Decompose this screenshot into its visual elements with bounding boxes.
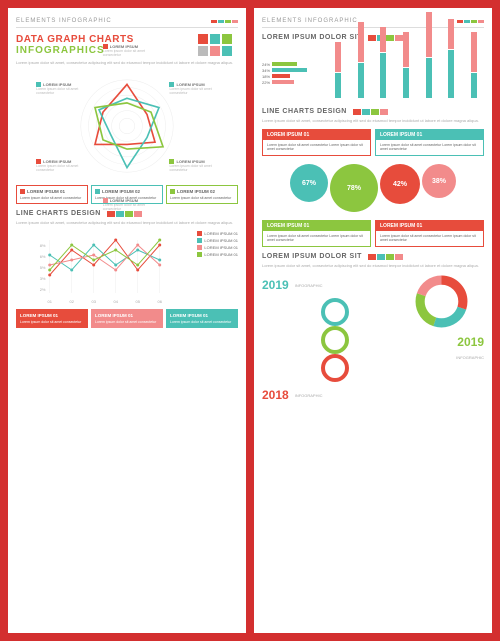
cards-row: LOREM IPSUM 01Lorem ipsum dolor sit amet… [16, 309, 238, 328]
left-page: ELEMENTS INFOGRAPHIC DATA GRAPH CHARTS I… [8, 8, 246, 633]
section2-text: LOREM IPSUM DOLOR SIT [262, 253, 362, 260]
year-row: 2019 INFOGRAPHIC [414, 335, 484, 360]
year-row: 2018 INFOGRAPHIC [262, 388, 408, 402]
header-text: ELEMENTS INFOGRAPHIC [262, 18, 358, 24]
svg-text:6%: 6% [40, 254, 46, 259]
right-page: ELEMENTS INFOGRAPHIC LOREM IPSUM DOLOR S… [254, 8, 492, 633]
bar-chart [328, 48, 484, 98]
hbar-group: 24%34%18%22% [262, 61, 322, 86]
header-left: ELEMENTS INFOGRAPHIC [16, 18, 238, 28]
line-lorem: Lorem ipsum dolor sit amet, consectetur … [16, 220, 238, 225]
donut-chart [414, 274, 469, 329]
lorem: Lorem ipsum dolor sit amet, consectetur … [262, 263, 484, 268]
title-bars [353, 109, 388, 115]
gears-group: 67%78%42%38% [262, 164, 484, 212]
year-row: 2019 INFOGRAPHIC [262, 278, 408, 292]
line-title-text: LINE CHARTS DESIGN [262, 108, 347, 115]
line-section-title-r: LINE CHARTS DESIGN [262, 108, 484, 115]
section1-text: LOREM IPSUM DOLOR SIT [262, 34, 362, 41]
line-chart: 01 02 03 04 05 06 8% 6% 5% 3% 2% [16, 235, 193, 305]
svg-text:8%: 8% [40, 243, 46, 248]
year-label: INFOGRAPHIC [295, 283, 323, 288]
svg-text:3%: 3% [40, 276, 46, 281]
line-section-title: LINE CHARTS DESIGN [16, 210, 238, 217]
radar-chart: LOREM IPSUMLorem ipsum dolor sit amet co… [72, 71, 182, 181]
line-legend: LOREM IPSUM 01LOREM IPSUM 01LOREM IPSUM … [197, 231, 238, 309]
title-bars [368, 254, 403, 260]
gear-boxes: LOREM IPSUM 01Lorem ipsum dolor sit amet… [262, 220, 484, 247]
svg-text:2%: 2% [40, 287, 46, 292]
svg-text:05: 05 [135, 299, 140, 304]
timeline [262, 298, 408, 382]
header-bars [211, 20, 238, 23]
side-boxes: LOREM IPSUM 01Lorem ipsum dolor sit amet… [262, 129, 484, 156]
svg-text:03: 03 [91, 299, 96, 304]
year-label: INFOGRAPHIC [295, 393, 323, 398]
year-2019: 2019 [262, 278, 289, 292]
header-text: ELEMENTS INFOGRAPHIC [16, 18, 112, 24]
svg-text:5%: 5% [40, 265, 46, 270]
svg-text:02: 02 [69, 299, 74, 304]
section2-title: LOREM IPSUM DOLOR SIT [262, 253, 484, 260]
line-title-text: LINE CHARTS DESIGN [16, 210, 101, 217]
color-swatches [198, 34, 238, 56]
lorem: Lorem ipsum dolor sit amet, consectetur … [262, 118, 484, 123]
svg-text:04: 04 [113, 299, 118, 304]
year-2018: 2018 [262, 388, 289, 402]
svg-text:06: 06 [157, 299, 162, 304]
intro-lorem: Lorem ipsum dolor sit amet, consectetur … [16, 60, 238, 65]
svg-text:01: 01 [47, 299, 52, 304]
year-label: INFOGRAPHIC [456, 355, 484, 360]
title-bars [107, 211, 142, 217]
year-2019: 2019 [457, 335, 484, 349]
